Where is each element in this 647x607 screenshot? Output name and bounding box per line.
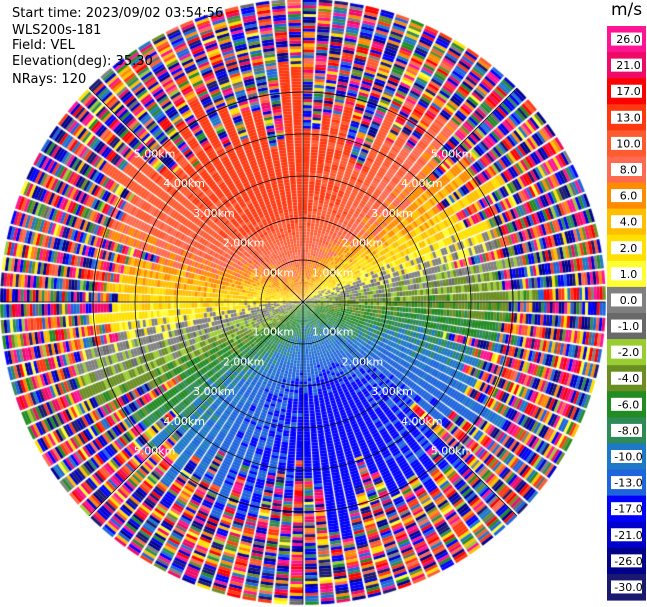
range-label-1km: 1.00km xyxy=(253,266,295,279)
range-label-3km: 3.00km xyxy=(371,207,413,220)
range-label-5km: 5.00km xyxy=(134,444,176,457)
nrays-label: NRays: 120 xyxy=(12,72,87,87)
range-label-1km: 1.00km xyxy=(253,326,295,339)
range-label-2km: 2.00km xyxy=(223,355,265,368)
range-label-4km: 4.00km xyxy=(163,415,205,428)
device-label: WLS200s-181 xyxy=(12,23,102,38)
field-label: Field: VEL xyxy=(12,38,75,53)
range-label-5km: 5.00km xyxy=(431,444,473,457)
range-label-2km: 2.00km xyxy=(342,355,384,368)
range-label-3km: 3.00km xyxy=(193,385,235,398)
range-label-1km: 1.00km xyxy=(312,326,354,339)
range-label-4km: 4.00km xyxy=(401,177,443,190)
range-label-5km: 5.00km xyxy=(134,148,176,161)
range-label-2km: 2.00km xyxy=(223,237,265,250)
azimuth-line-135 xyxy=(88,87,518,517)
colorbar-unit: m/s xyxy=(611,0,643,20)
range-label-3km: 3.00km xyxy=(193,207,235,220)
range-label-1km: 1.00km xyxy=(312,266,354,279)
start-time-label: Start time: 2023/09/02 03:54:56 xyxy=(12,6,224,21)
range-label-4km: 4.00km xyxy=(401,415,443,428)
elevation-label: Elevation(deg): 35.30 xyxy=(12,54,153,69)
range-label-2km: 2.00km xyxy=(342,237,384,250)
range-label-4km: 4.00km xyxy=(163,177,205,190)
range-label-5km: 5.00km xyxy=(431,148,473,161)
range-label-3km: 3.00km xyxy=(371,385,413,398)
